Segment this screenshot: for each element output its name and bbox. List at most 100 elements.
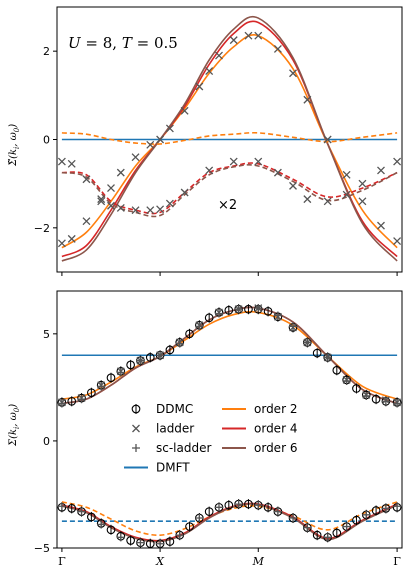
bottom-ddmc-lower-point (263, 502, 273, 513)
bottom-ladder-point (116, 367, 125, 376)
top-panel-annotation: U = 8, T = 0.5 (68, 34, 178, 52)
top-ladder-2-point (107, 201, 115, 210)
legend-label: ladder (156, 422, 194, 436)
bottom-ladder-point (381, 396, 390, 405)
bottom-ladder-point (234, 305, 243, 314)
top-ladder-2-point (342, 190, 351, 199)
top-ladder-point (244, 31, 253, 40)
legend-label: order 6 (254, 441, 297, 455)
bottom-sc-ladder-point (342, 376, 351, 385)
bottom-panel-ylabel: Σ(ki, ω0) (8, 404, 21, 447)
bottom-ddmc-point (224, 305, 234, 316)
top-ladder-point (358, 197, 367, 206)
bottom-ddmc-point (352, 383, 361, 394)
bottom-ladder-point (362, 390, 371, 399)
top-ladder-point (156, 135, 165, 144)
top-ladder-2-point (303, 195, 312, 204)
legend-item-order-6: order 6 (222, 441, 297, 455)
bottom-ddmc-lower-point (165, 536, 175, 547)
annotation-t: T (122, 34, 133, 52)
bottom-ladder-point (323, 353, 332, 362)
top-ladder-2-point (393, 157, 402, 166)
bottom-sc-ladder-lower-point (323, 533, 332, 542)
bottom-ladder-point (273, 312, 282, 321)
bottom-ddmc-lower-point (126, 535, 135, 546)
bottom-sc-ladder-lower-point (195, 514, 204, 523)
top-ladder-point (377, 221, 385, 230)
bottom-sc-ladder-lower-point (116, 533, 125, 542)
bottom-sc-ladder-lower-point (254, 501, 263, 510)
bottom-ddmc-point (145, 352, 155, 363)
bottom-ytick-label: −5 (34, 542, 50, 555)
top-ladder-point (116, 168, 125, 177)
bottom-ddmc-point (106, 372, 116, 383)
bottom-ladder-point (136, 356, 145, 365)
legend-item-sc-ladder: sc-ladder (132, 441, 211, 455)
top-ladder-point (195, 82, 204, 91)
legend-item-order-4: order 4 (222, 422, 297, 436)
top-ladder-2-point (146, 206, 155, 215)
top-ladder-point (229, 36, 238, 45)
top-ladder-point (303, 95, 312, 104)
bottom-sc-ladder-lower-point (362, 510, 371, 519)
bottom-sc-ladder-lower-point (234, 500, 243, 509)
top-ladder-point (254, 31, 263, 40)
legend-marker-sc-ladder (132, 444, 140, 452)
bottom-ladder-point (393, 398, 402, 407)
top-ladder-2-point (323, 197, 332, 206)
bottom-ladder-point (215, 308, 223, 317)
bottom-sc-ladder-lower-point (175, 531, 184, 540)
bottom-ddmc-point (165, 344, 175, 355)
bottom-sc-ladder-point (97, 382, 106, 391)
top-ytick-label: 2 (43, 45, 50, 58)
top-ytick-label: 0 (43, 134, 50, 147)
top-ytick-label: −2 (34, 222, 50, 235)
top-ladder-point (323, 135, 332, 144)
top-ladder-point (146, 140, 155, 149)
top-ladder-point (205, 67, 214, 76)
bottom-sc-ladder-lower-point (303, 523, 312, 532)
top-ladder-point (215, 51, 223, 60)
bottom-ddmc-point (371, 394, 381, 405)
bottom-ddmc-lower-point (87, 511, 96, 522)
legend-label: order 4 (254, 422, 297, 436)
legend: DDMC ladder sc-ladder DMFT order 2 order 4 ord… (124, 402, 297, 475)
bottom-ladder-point (175, 338, 184, 347)
top-ladder-2-point (97, 195, 106, 204)
bottom-xtick-label: Γ (393, 555, 401, 568)
bottom-ddmc-point (263, 306, 273, 317)
legend-label: DMFT (156, 461, 190, 475)
bottom-sc-ladder-point (381, 397, 390, 406)
bottom-ddmc-lower-point (106, 524, 116, 535)
bottom-ladder-point (342, 375, 351, 384)
bottom-sc-ladder-point (289, 322, 298, 331)
bottom-ddmc-point (67, 396, 77, 407)
legend-marker-ladder (132, 424, 140, 433)
top-ladder-2-point (82, 175, 91, 184)
bottom-ddmc-lower-point (67, 503, 77, 514)
top-series-order-2-2 (61, 131, 398, 145)
bottom-ddmc-point (204, 312, 214, 323)
bottom-ladder-point (303, 338, 312, 347)
bottom-sc-ladder-point (214, 309, 223, 318)
bottom-ddmc-lower-point (224, 500, 234, 511)
top-ladder-point (131, 153, 140, 162)
bottom-sc-ladder-lower-point (97, 520, 106, 529)
bottom-sc-ladder-point (175, 339, 184, 348)
bottom-ladder-point (195, 321, 204, 330)
bottom-sc-ladder-lower-point (393, 502, 402, 511)
legend-item-ladder: ladder (132, 422, 194, 436)
top-ladder-point (273, 44, 282, 53)
top-ladder-2-point (377, 166, 385, 175)
bottom-ddmc-point (312, 348, 322, 359)
top-ladder-2-point (205, 166, 214, 175)
top-ladder-point (180, 106, 189, 115)
top-ladder-2-point (165, 199, 174, 208)
top-ladder-point (165, 124, 174, 133)
top-ladder-2-point (116, 203, 125, 212)
bottom-ladder-point (289, 323, 297, 332)
bottom-sc-ladder-point (116, 368, 125, 377)
bottom-sc-ladder-lower-point (342, 522, 351, 531)
top-ladder-2-point (180, 188, 189, 197)
